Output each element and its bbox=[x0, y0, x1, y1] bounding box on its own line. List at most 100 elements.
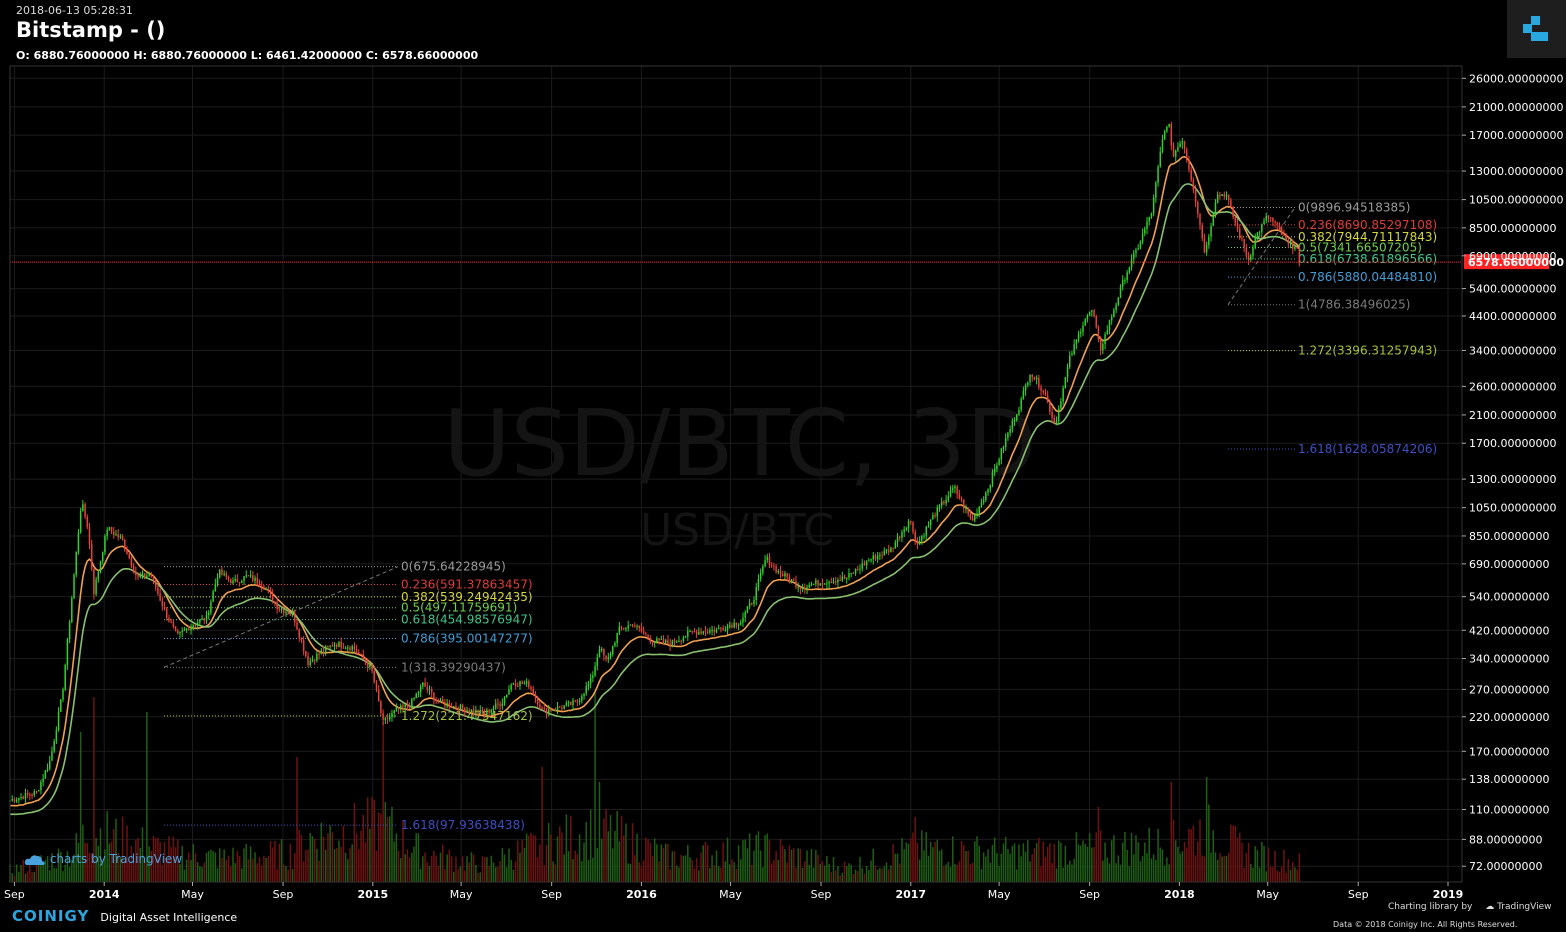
volume-bar bbox=[1099, 830, 1102, 882]
candle-body bbox=[923, 535, 925, 537]
candle-body bbox=[400, 705, 402, 710]
candle-body bbox=[238, 582, 241, 584]
candle-body bbox=[1064, 377, 1067, 388]
volume-bar bbox=[269, 841, 272, 882]
candle-body bbox=[1009, 429, 1011, 433]
candle-body bbox=[722, 628, 724, 631]
candle-body bbox=[965, 507, 967, 509]
volume-bar bbox=[887, 869, 890, 882]
candle-body bbox=[689, 630, 691, 632]
candle-body bbox=[1150, 213, 1153, 218]
volume-bar bbox=[636, 833, 638, 882]
volume-bar bbox=[408, 857, 411, 882]
volume-bar bbox=[351, 844, 353, 882]
volume-bar bbox=[1009, 853, 1011, 882]
candle-body bbox=[596, 657, 599, 667]
candle-body bbox=[294, 612, 296, 623]
volume-bar bbox=[1214, 852, 1217, 882]
candle-body bbox=[852, 572, 855, 574]
candle-body bbox=[404, 704, 406, 707]
volume-bar bbox=[896, 853, 899, 882]
volume-bar bbox=[1124, 831, 1126, 882]
volume-bar bbox=[1216, 859, 1219, 882]
y-tick-label: 4400.00000000 bbox=[1469, 310, 1556, 323]
candle-body bbox=[177, 630, 179, 634]
volume-bar bbox=[40, 855, 42, 882]
candle-body bbox=[879, 555, 881, 557]
volume-bar bbox=[1161, 849, 1164, 882]
candle-body bbox=[797, 586, 799, 588]
candle-body bbox=[53, 741, 55, 752]
volume-bar bbox=[73, 854, 75, 882]
volume-bar bbox=[426, 862, 429, 882]
candle-body bbox=[857, 568, 859, 570]
candle-body bbox=[203, 618, 206, 621]
candle-body bbox=[1013, 420, 1016, 422]
volume-bar bbox=[380, 814, 382, 882]
volume-bar bbox=[128, 861, 130, 882]
volume-bar bbox=[311, 836, 314, 882]
candle-body bbox=[455, 705, 457, 708]
volume-bar bbox=[258, 857, 261, 882]
candle-body bbox=[492, 708, 495, 711]
y-tick-label: 5400.00000000 bbox=[1469, 283, 1556, 296]
volume-bar bbox=[161, 864, 164, 882]
volume-bar bbox=[66, 851, 69, 882]
charting-library-credit[interactable]: Charting library by ☁ TradingView bbox=[1388, 902, 1552, 912]
volume-bar bbox=[894, 853, 897, 882]
volume-bar bbox=[720, 867, 722, 882]
candle-body bbox=[439, 699, 442, 702]
candle-body bbox=[210, 601, 212, 613]
candle-body bbox=[1223, 194, 1226, 197]
candle-body bbox=[1038, 377, 1040, 388]
coinigy-logo[interactable] bbox=[1507, 0, 1566, 58]
volume-bar bbox=[1141, 855, 1144, 882]
candles[interactable] bbox=[9, 121, 1301, 804]
tradingview-badge[interactable]: charts by TradingView bbox=[24, 852, 182, 867]
volume-bar bbox=[205, 852, 208, 882]
volume-bar bbox=[1110, 840, 1113, 882]
candle-body bbox=[1221, 194, 1223, 197]
volume-bar bbox=[1091, 847, 1093, 882]
candle-body bbox=[916, 540, 919, 545]
candle-body bbox=[470, 709, 473, 713]
volume-bar bbox=[358, 849, 360, 882]
candle-body bbox=[166, 608, 168, 618]
candle-body bbox=[1099, 339, 1102, 351]
volume-bar bbox=[344, 852, 347, 882]
candle-body bbox=[1177, 146, 1179, 151]
candle-body bbox=[726, 625, 729, 630]
volume-bar bbox=[93, 697, 95, 882]
candle-body bbox=[799, 586, 802, 590]
volume-bar bbox=[680, 854, 682, 882]
candle-body bbox=[265, 588, 267, 590]
candle-body bbox=[139, 576, 142, 578]
candle-body bbox=[1135, 249, 1137, 254]
candle-body bbox=[1258, 231, 1261, 233]
candle-body bbox=[313, 659, 316, 661]
candle-body bbox=[422, 682, 424, 687]
candle-body bbox=[907, 521, 910, 528]
candle-body bbox=[1115, 304, 1117, 311]
candle-body bbox=[1188, 160, 1190, 170]
candle-body bbox=[1212, 213, 1215, 226]
candle-body bbox=[375, 682, 378, 690]
volume-bar bbox=[400, 858, 402, 882]
volume-bar bbox=[828, 863, 830, 882]
candle-body bbox=[764, 560, 766, 567]
candle-body bbox=[951, 488, 954, 490]
candle-body bbox=[382, 713, 384, 720]
candle-body bbox=[806, 587, 808, 590]
candle-body bbox=[1007, 432, 1009, 438]
volume-bar bbox=[717, 866, 720, 882]
volume-bar bbox=[823, 865, 826, 882]
volume-bar bbox=[691, 860, 693, 882]
x-tick-label: Sep bbox=[4, 888, 25, 901]
candle-body bbox=[188, 628, 190, 631]
candle-body bbox=[86, 516, 89, 528]
candle-body bbox=[717, 627, 720, 630]
volume-bar bbox=[592, 857, 594, 882]
candle-body bbox=[232, 580, 234, 584]
candle-body bbox=[684, 636, 687, 638]
